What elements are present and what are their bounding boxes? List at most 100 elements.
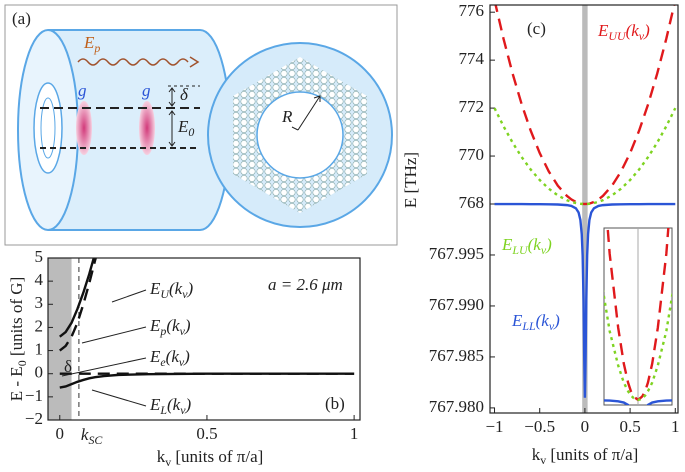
series-label-run: v bbox=[639, 29, 645, 43]
y-tick-label: 774 bbox=[459, 49, 485, 68]
y-tick-label: 3 bbox=[35, 293, 44, 312]
label-arrow bbox=[111, 289, 147, 303]
series-label-run: p bbox=[159, 324, 166, 338]
series-label-run: LU bbox=[511, 243, 529, 257]
series-label-run: (k bbox=[626, 21, 640, 40]
series-label-run: E bbox=[149, 395, 161, 414]
y-tick-label: 772 bbox=[459, 97, 485, 116]
series-label-run: ) bbox=[186, 279, 193, 298]
series-label-run: ) bbox=[185, 395, 192, 414]
shade bbox=[48, 258, 72, 420]
coupling-label: g bbox=[142, 81, 151, 100]
series-label-run: v bbox=[180, 324, 186, 338]
series-label: EL(kv) bbox=[149, 395, 192, 417]
series-label-run: E bbox=[149, 316, 161, 335]
y-tick-label: 767.995 bbox=[429, 244, 484, 263]
y-tick-label: 767.980 bbox=[429, 397, 484, 416]
pump-wave bbox=[77, 56, 200, 68]
label-arrow bbox=[91, 389, 147, 407]
y-tick-label: 0 bbox=[35, 363, 44, 382]
x-tick-label: 1 bbox=[671, 417, 680, 436]
label-arrow bbox=[61, 357, 147, 377]
series-label-run: v bbox=[179, 355, 185, 369]
y-axis-title-run: E - E bbox=[7, 366, 26, 401]
series-label-run: (k bbox=[536, 311, 550, 330]
shade bbox=[582, 5, 588, 413]
x-tick-label: −0.5 bbox=[524, 417, 555, 436]
y-tick-label: 770 bbox=[459, 145, 485, 164]
emitter bbox=[139, 101, 155, 155]
arrow bbox=[168, 87, 176, 107]
y-tick-label: 5 bbox=[35, 247, 44, 266]
x-axis-title: kv [units of π/a] bbox=[157, 447, 264, 469]
x-tick-label: 1 bbox=[350, 424, 359, 443]
x-tick-label: 0.5 bbox=[196, 424, 217, 443]
level-label: E0 bbox=[177, 117, 194, 139]
panel-label: (c) bbox=[527, 19, 546, 38]
marker-label: kSC bbox=[81, 425, 103, 447]
y-tick-label: −2 bbox=[25, 409, 43, 428]
series-label-run: UU bbox=[608, 29, 627, 43]
series-label-run: (k bbox=[166, 347, 180, 366]
level-label-run: E bbox=[177, 117, 189, 136]
series-line bbox=[494, 5, 676, 206]
series-line bbox=[59, 258, 96, 338]
x-axis-title-run: k bbox=[157, 447, 166, 466]
axes-frame bbox=[47, 257, 361, 421]
delta-label: δ bbox=[64, 357, 72, 376]
series-line bbox=[59, 372, 355, 389]
y-tick-label: 768 bbox=[459, 193, 485, 212]
radius-arrow bbox=[291, 95, 321, 131]
y-tick-label: 767.990 bbox=[429, 295, 484, 314]
x-tick-label: 0.5 bbox=[619, 417, 640, 436]
panel-label: (a) bbox=[12, 9, 31, 28]
emitter bbox=[76, 101, 92, 155]
x-axis-title-run: [units of π/a] bbox=[171, 447, 263, 466]
y-axis-title: E [THz] bbox=[401, 152, 420, 208]
cylinder-hole bbox=[33, 82, 63, 174]
detuning-label: δ bbox=[180, 85, 189, 104]
x-tick-label: 0 bbox=[581, 417, 590, 436]
arrow bbox=[168, 110, 176, 147]
y-axis-title-run: 0 bbox=[15, 360, 29, 366]
x-axis-title-run: [units of π/a] bbox=[546, 445, 638, 464]
series-label-run: e bbox=[160, 355, 166, 369]
y-axis-title-run: [units of G] bbox=[7, 277, 26, 361]
series-label: ELL(kv) bbox=[511, 311, 560, 333]
series-label-run: ) bbox=[183, 347, 190, 366]
series-label: ELU(kv) bbox=[501, 235, 552, 257]
series-line bbox=[494, 202, 676, 398]
inset-line bbox=[604, 289, 672, 402]
y-tick-label: 1 bbox=[35, 339, 44, 358]
pump-label-run: E bbox=[83, 33, 95, 52]
marker-label-run: k bbox=[81, 425, 89, 444]
label-arrow bbox=[81, 326, 147, 344]
series-label-run: (k bbox=[169, 279, 183, 298]
pump-label: Ep bbox=[83, 33, 100, 55]
level-label-run: 0 bbox=[188, 125, 194, 139]
cylinder-hole-inner bbox=[40, 97, 56, 159]
series-label-run: E bbox=[511, 311, 523, 330]
series-label-run: (k bbox=[166, 316, 180, 335]
y-axis-title: E - E0 [units of G] bbox=[7, 277, 29, 401]
series-label: EUU(kv) bbox=[597, 21, 650, 43]
x-tick-label: 0 bbox=[56, 424, 65, 443]
series-label-run: E bbox=[149, 279, 161, 298]
series-label-run: E bbox=[149, 347, 161, 366]
fiber-core bbox=[256, 91, 344, 179]
y-tick-label: 2 bbox=[35, 316, 44, 335]
series-label-run: LL bbox=[521, 319, 536, 333]
y-tick-label: −1 bbox=[25, 386, 43, 405]
series-label-run: ) bbox=[545, 235, 552, 254]
series-label-run: L bbox=[159, 403, 167, 417]
axes-frame bbox=[489, 4, 679, 414]
y-tick-label: 4 bbox=[35, 270, 44, 289]
series-label-run: ) bbox=[184, 316, 191, 335]
panel-a: (a) R g g δ bbox=[4, 4, 398, 246]
marker-label-run: SC bbox=[88, 433, 103, 447]
series-label: Ep(kv) bbox=[149, 316, 191, 338]
series-label: Ee(kv) bbox=[149, 347, 190, 369]
series-label-run: E bbox=[597, 21, 609, 40]
series-label-run: E bbox=[501, 235, 513, 254]
